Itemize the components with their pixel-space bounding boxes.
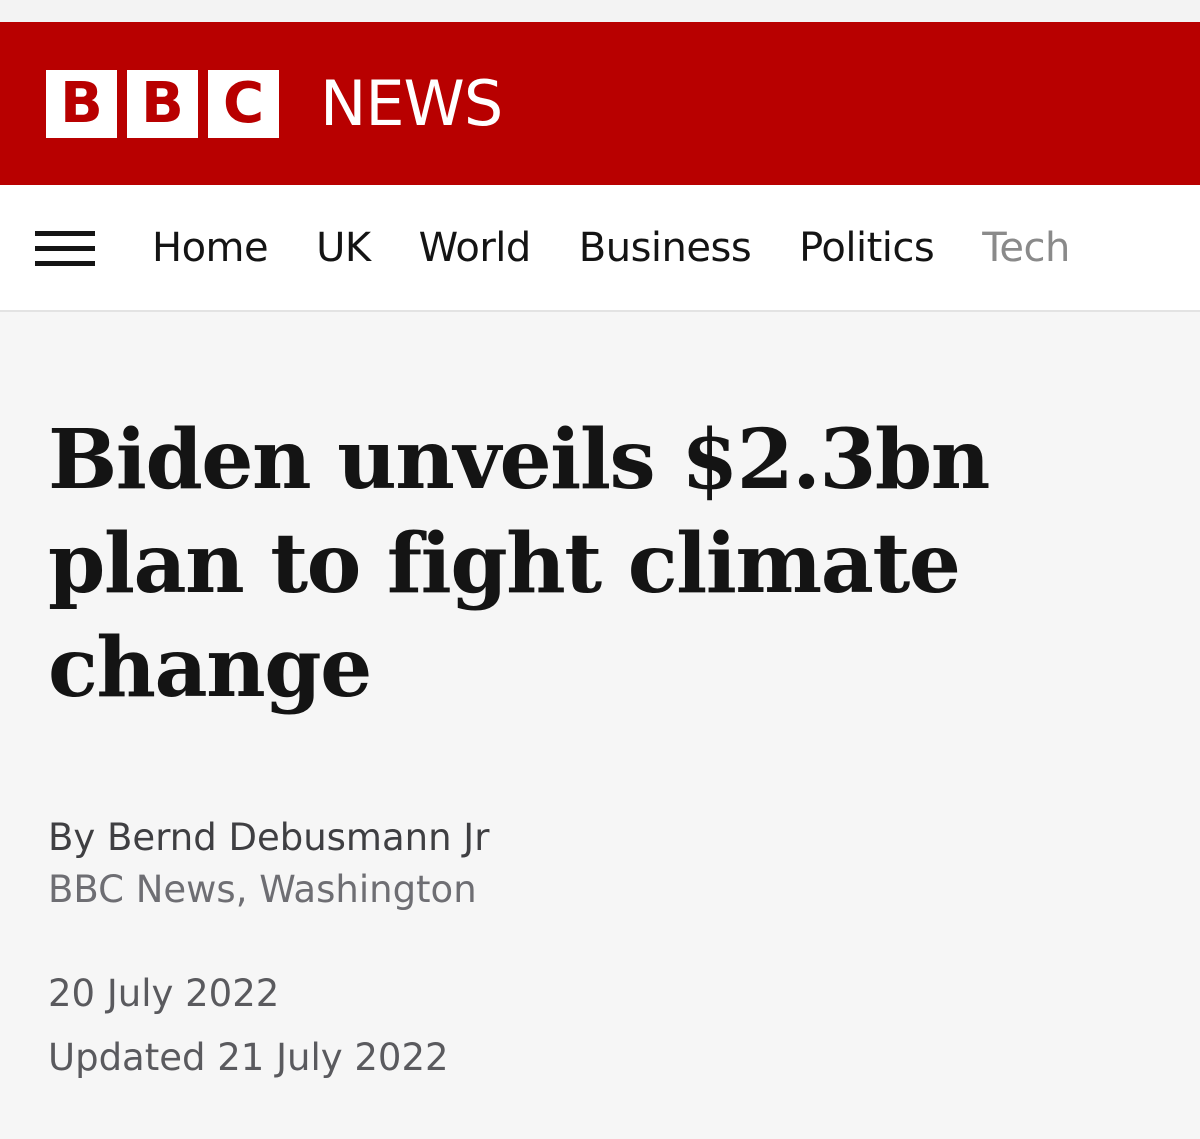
masthead: B B C NEWS bbox=[0, 22, 1200, 185]
nav-item-world[interactable]: World bbox=[418, 224, 532, 271]
nav-overflow-fade bbox=[1140, 185, 1200, 310]
nav-item-business[interactable]: Business bbox=[578, 224, 752, 271]
bbc-logo-block-b1: B bbox=[46, 70, 117, 138]
bbc-logo-block-b2: B bbox=[127, 70, 198, 138]
article-dates: 20 July 2022 Updated 21 July 2022 bbox=[48, 962, 449, 1090]
nav-item-uk[interactable]: UK bbox=[316, 224, 371, 271]
nav-item-tech[interactable]: Tech bbox=[982, 224, 1070, 271]
byline-author: By Bernd Debusmann Jr bbox=[48, 816, 490, 859]
section-nav: Home UK World Business Politics Tech bbox=[0, 185, 1200, 312]
byline: By Bernd Debusmann Jr BBC News, Washingt… bbox=[48, 812, 489, 916]
bbc-logo-block-c: C bbox=[208, 70, 279, 138]
published-date: 20 July 2022 bbox=[48, 972, 280, 1015]
nav-item-home[interactable]: Home bbox=[152, 224, 269, 271]
top-strip bbox=[0, 0, 1200, 22]
hamburger-menu-icon[interactable] bbox=[35, 229, 95, 269]
bbc-logo[interactable]: B B C bbox=[46, 70, 279, 138]
nav-items: Home UK World Business Politics Tech bbox=[152, 185, 1070, 310]
byline-role: BBC News, Washington bbox=[48, 868, 477, 911]
article-headline: Biden unveils $2.3bn plan to fight clima… bbox=[48, 412, 990, 716]
nav-item-politics[interactable]: Politics bbox=[799, 224, 935, 271]
news-wordmark[interactable]: NEWS bbox=[320, 67, 503, 140]
updated-date: Updated 21 July 2022 bbox=[48, 1036, 449, 1079]
